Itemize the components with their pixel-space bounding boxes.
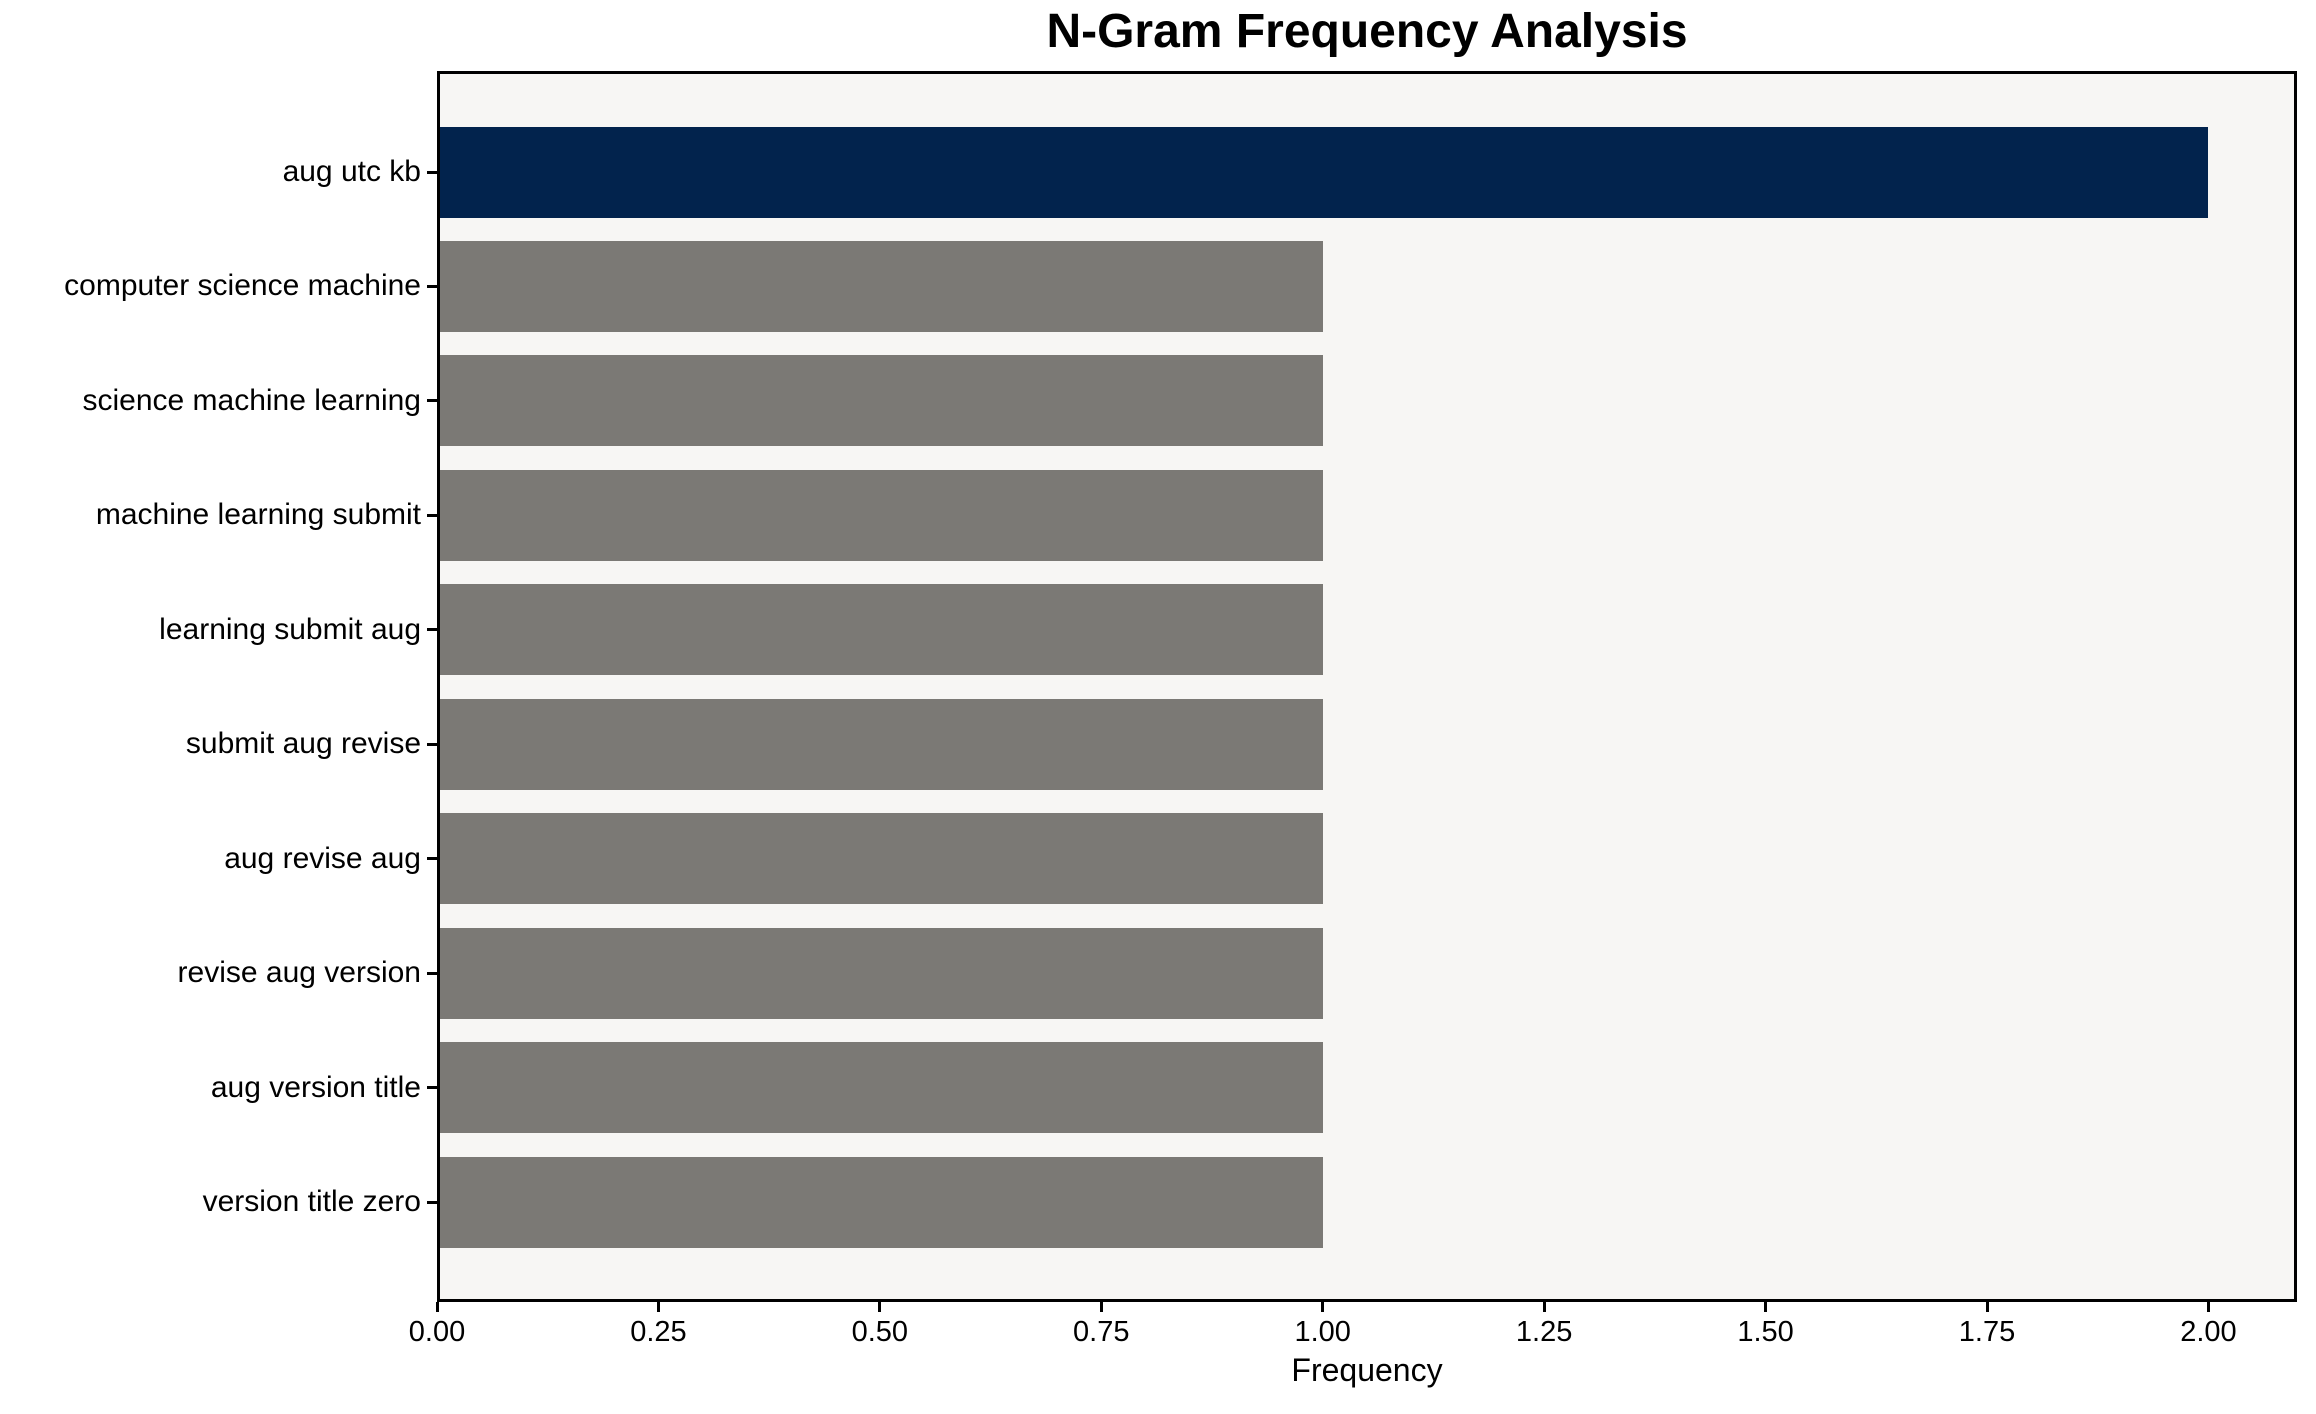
y-tick-mark bbox=[427, 971, 437, 975]
bar-revise-aug-version bbox=[440, 927, 1323, 1019]
y-tick-label: machine learning submit bbox=[95, 498, 421, 532]
y-tick-label: science machine learning bbox=[82, 383, 421, 417]
x-tick-label: 1.75 bbox=[1958, 1316, 2016, 1348]
x-tick-mark bbox=[2206, 1302, 2210, 1312]
chart-title: N-Gram Frequency Analysis bbox=[1046, 5, 1688, 58]
x-tick-mark bbox=[656, 1302, 660, 1312]
y-tick-label: submit aug revise bbox=[185, 727, 421, 761]
bar-submit-aug-revise bbox=[440, 698, 1323, 790]
x-tick-mark bbox=[1542, 1302, 1546, 1312]
y-tick-mark bbox=[427, 284, 437, 288]
x-tick-label: 1.25 bbox=[1515, 1316, 1573, 1348]
bar-aug-revise-aug bbox=[440, 813, 1323, 905]
y-tick-mark bbox=[427, 1086, 437, 1090]
y-tick-label: aug revise aug bbox=[224, 841, 421, 875]
x-tick-mark bbox=[1764, 1302, 1768, 1312]
x-tick-label: 0.25 bbox=[630, 1316, 687, 1348]
y-tick-label: version title zero bbox=[202, 1185, 421, 1219]
bar-science-machine-learning bbox=[440, 355, 1323, 447]
y-tick-mark bbox=[427, 513, 437, 517]
x-tick-mark bbox=[1985, 1302, 1989, 1312]
bar-version-title-zero bbox=[440, 1156, 1323, 1248]
bar-machine-learning-submit bbox=[440, 469, 1323, 561]
x-tick-label: 0.00 bbox=[408, 1316, 466, 1348]
x-tick-mark bbox=[1321, 1302, 1325, 1312]
y-tick-label: aug version title bbox=[210, 1070, 421, 1104]
x-tick-label: 1.00 bbox=[1294, 1316, 1351, 1348]
y-tick-label: revise aug version bbox=[177, 956, 421, 990]
y-tick-label: computer science machine bbox=[64, 269, 421, 303]
bar-learning-submit-aug bbox=[440, 584, 1323, 676]
bar-computer-science-machine bbox=[440, 240, 1323, 332]
y-tick-mark bbox=[427, 628, 437, 632]
y-tick-mark bbox=[427, 399, 437, 403]
y-tick-mark bbox=[427, 857, 437, 861]
y-tick-mark bbox=[427, 1200, 437, 1204]
x-tick-mark bbox=[435, 1302, 439, 1312]
bar-aug-utc-kb bbox=[440, 126, 2208, 218]
x-tick-label: 1.50 bbox=[1737, 1316, 1794, 1348]
x-tick-mark bbox=[878, 1302, 882, 1312]
x-tick-mark bbox=[1099, 1302, 1103, 1312]
x-tick-label: 0.50 bbox=[851, 1316, 909, 1348]
y-tick-mark bbox=[427, 170, 437, 174]
x-tick-label: 2.00 bbox=[2180, 1316, 2237, 1348]
y-tick-mark bbox=[427, 742, 437, 746]
x-axis-label: Frequency bbox=[1291, 1352, 1443, 1388]
x-tick-label: 0.75 bbox=[1073, 1316, 1130, 1348]
y-tick-label: aug utc kb bbox=[282, 155, 421, 188]
bar-aug-version-title bbox=[440, 1042, 1323, 1134]
plot-area bbox=[437, 71, 2297, 1302]
y-tick-label: learning submit aug bbox=[159, 612, 421, 646]
